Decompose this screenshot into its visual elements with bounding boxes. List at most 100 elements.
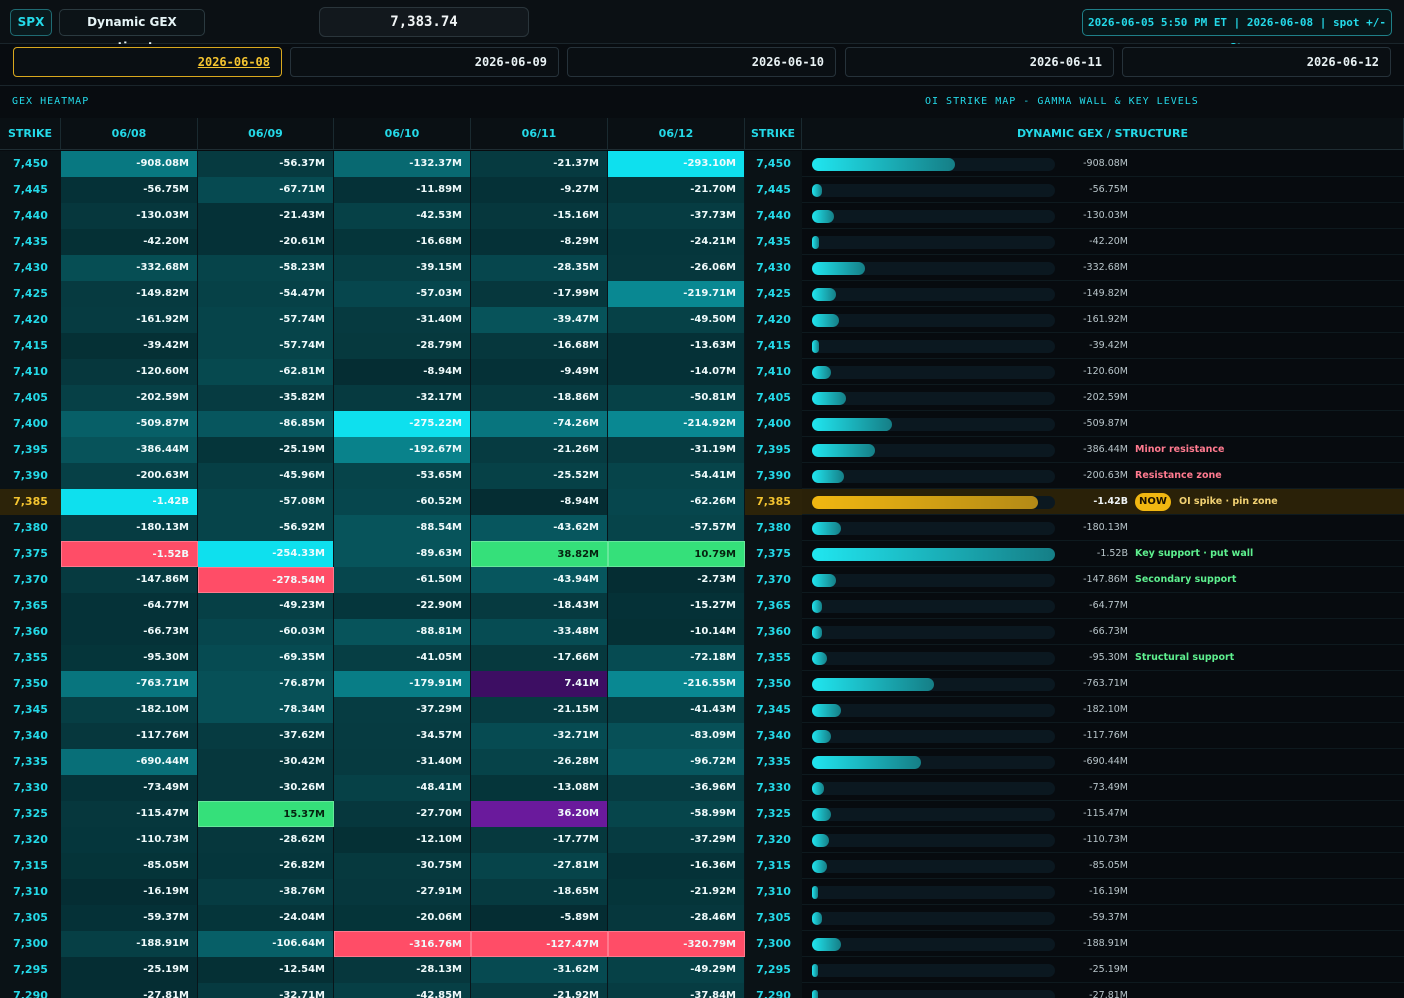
gex-cell[interactable]: -73.49M <box>61 775 198 801</box>
gex-cell[interactable]: -57.57M <box>608 515 745 541</box>
gex-cell[interactable]: -115.47M <box>61 801 198 827</box>
gex-cell[interactable]: -28.46M <box>608 905 745 931</box>
strike-row[interactable]: 7,290 -27.81M -32.71M -42.85M -21.92M -37.84M… <box>0 983 1404 998</box>
gex-cell[interactable]: -61.50M <box>334 567 471 593</box>
strike-row[interactable]: 7,395 -386.44M -25.19M -192.67M -21.26M -31.1… <box>0 437 1404 463</box>
gex-cell[interactable]: -182.10M <box>61 697 198 723</box>
gex-cell[interactable]: -78.34M <box>198 697 334 723</box>
strike-row[interactable]: 7,310 -16.19M -38.76M -27.91M -18.65M -21.92M… <box>0 879 1404 905</box>
gex-cell[interactable]: -83.09M <box>608 723 745 749</box>
gex-cell[interactable]: -49.50M <box>608 307 745 333</box>
gex-cell[interactable]: -56.37M <box>198 151 334 177</box>
gex-cell[interactable]: -39.47M <box>471 307 608 333</box>
gex-cell[interactable]: -18.65M <box>471 879 608 905</box>
gex-cell[interactable]: -26.06M <box>608 255 745 281</box>
gex-cell[interactable]: -21.26M <box>471 437 608 463</box>
gex-cell[interactable]: -53.65M <box>334 463 471 489</box>
gex-cell[interactable]: -18.86M <box>471 385 608 411</box>
gex-cell[interactable]: -56.92M <box>198 515 334 541</box>
gex-cell[interactable]: -386.44M <box>61 437 198 463</box>
gex-cell[interactable]: -42.53M <box>334 203 471 229</box>
gex-cell[interactable]: -293.10M <box>608 151 745 177</box>
strike-row[interactable]: 7,445 -56.75M -67.71M -11.89M -9.27M -21.70M 7… <box>0 177 1404 203</box>
gex-cell[interactable]: -763.71M <box>61 671 198 697</box>
gex-cell[interactable]: -21.92M <box>471 983 608 998</box>
gex-cell[interactable]: -57.74M <box>198 333 334 359</box>
gex-cell[interactable]: -17.77M <box>471 827 608 853</box>
gex-cell[interactable]: -88.54M <box>334 515 471 541</box>
gex-cell[interactable]: -62.81M <box>198 359 334 385</box>
gex-cell[interactable]: -14.07M <box>608 359 745 385</box>
strike-row[interactable]: 7,450 -908.08M -56.37M -132.37M -21.37M -293.… <box>0 151 1404 177</box>
gex-cell[interactable]: -28.79M <box>334 333 471 359</box>
gex-cell[interactable]: -54.41M <box>608 463 745 489</box>
gex-cell[interactable]: -69.35M <box>198 645 334 671</box>
gex-cell[interactable]: -27.91M <box>334 879 471 905</box>
gex-cell[interactable]: -30.42M <box>198 749 334 775</box>
strike-row[interactable]: 7,320 -110.73M -28.62M -12.10M -17.77M -37.29… <box>0 827 1404 853</box>
gex-cell[interactable]: -37.29M <box>334 697 471 723</box>
tab-date-4[interactable]: 2026-06-11 <box>845 47 1114 77</box>
gex-cell[interactable]: -21.43M <box>198 203 334 229</box>
gex-cell[interactable]: -120.60M <box>61 359 198 385</box>
gex-cell[interactable]: -48.41M <box>334 775 471 801</box>
strike-row[interactable]: 7,440 -130.03M -21.43M -42.53M -15.16M -37.73… <box>0 203 1404 229</box>
strike-row[interactable]: 7,350 -763.71M -76.87M -179.91M 7.41M -216.55… <box>0 671 1404 697</box>
gex-cell[interactable]: -74.26M <box>471 411 608 437</box>
gex-cell[interactable]: -38.76M <box>198 879 334 905</box>
gex-cell[interactable]: -41.05M <box>334 645 471 671</box>
gex-cell[interactable]: -41.43M <box>608 697 745 723</box>
gex-cell[interactable]: -17.66M <box>471 645 608 671</box>
strike-row[interactable]: 7,300 -188.91M -106.64M -316.76M -127.47M -32… <box>0 931 1404 957</box>
gex-cell[interactable]: -147.86M <box>61 567 198 593</box>
gex-cell[interactable]: -320.79M <box>608 931 745 957</box>
gex-cell[interactable]: -1.42B <box>61 489 198 515</box>
gex-cell[interactable]: -180.13M <box>61 515 198 541</box>
gex-cell[interactable]: -110.73M <box>61 827 198 853</box>
gex-cell[interactable]: -17.99M <box>471 281 608 307</box>
gex-cell[interactable]: 38.82M <box>471 541 608 567</box>
gex-cell[interactable]: -21.92M <box>608 879 745 905</box>
gex-cell[interactable]: -58.23M <box>198 255 334 281</box>
tab-date-5[interactable]: 2026-06-12 <box>1122 47 1391 77</box>
gex-cell[interactable]: -188.91M <box>61 931 198 957</box>
gex-cell[interactable]: -8.94M <box>471 489 608 515</box>
gex-cell[interactable]: -76.87M <box>198 671 334 697</box>
strike-row[interactable]: 7,305 -59.37M -24.04M -20.06M -5.89M -28.46M 7… <box>0 905 1404 931</box>
gex-cell[interactable]: -57.03M <box>334 281 471 307</box>
gex-cell[interactable]: -27.81M <box>61 983 198 998</box>
gex-cell[interactable]: -57.08M <box>198 489 334 515</box>
gex-cell[interactable]: -908.08M <box>61 151 198 177</box>
gex-cell[interactable]: -26.82M <box>198 853 334 879</box>
gex-cell[interactable]: -10.14M <box>608 619 745 645</box>
gex-cell[interactable]: -37.84M <box>608 983 745 998</box>
gex-cell[interactable]: -2.73M <box>608 567 745 593</box>
gex-cell[interactable]: 7.41M <box>471 671 608 697</box>
gex-cell[interactable]: -316.76M <box>334 931 471 957</box>
gex-cell[interactable]: -58.99M <box>608 801 745 827</box>
gex-cell[interactable]: -39.42M <box>61 333 198 359</box>
strike-row[interactable]: 7,430 -332.68M -58.23M -39.15M -28.35M -26.06… <box>0 255 1404 281</box>
gex-cell[interactable]: -127.47M <box>471 931 608 957</box>
strike-row[interactable]: 7,340 -117.76M -37.62M -34.57M -32.71M -83.09… <box>0 723 1404 749</box>
gex-cell[interactable]: -254.33M <box>198 541 334 567</box>
gex-cell[interactable]: -8.29M <box>471 229 608 255</box>
gex-cell[interactable]: -30.26M <box>198 775 334 801</box>
strike-row[interactable]: 7,375 -1.52B -254.33M -89.63M 38.82M 10.79M 7,… <box>0 541 1404 567</box>
gex-cell[interactable]: -72.18M <box>608 645 745 671</box>
gex-cell[interactable]: -31.62M <box>471 957 608 983</box>
gex-cell[interactable]: -30.75M <box>334 853 471 879</box>
gex-cell[interactable]: -31.19M <box>608 437 745 463</box>
gex-cell[interactable]: -9.49M <box>471 359 608 385</box>
gex-cell[interactable]: -31.40M <box>334 307 471 333</box>
gex-cell[interactable]: 15.37M <box>198 801 334 827</box>
gex-cell[interactable]: -85.05M <box>61 853 198 879</box>
gex-cell[interactable]: -25.52M <box>471 463 608 489</box>
gex-cell[interactable]: -106.64M <box>198 931 334 957</box>
strike-row[interactable]: 7,415 -39.42M -57.74M -28.79M -16.68M -13.63M… <box>0 333 1404 359</box>
gex-cell[interactable]: -27.81M <box>471 853 608 879</box>
strike-row[interactable]: 7,380 -180.13M -56.92M -88.54M -43.62M -57.57… <box>0 515 1404 541</box>
gex-cell[interactable]: -28.35M <box>471 255 608 281</box>
gex-cell[interactable]: -37.29M <box>608 827 745 853</box>
strike-row[interactable]: 7,315 -85.05M -26.82M -30.75M -27.81M -16.36M… <box>0 853 1404 879</box>
